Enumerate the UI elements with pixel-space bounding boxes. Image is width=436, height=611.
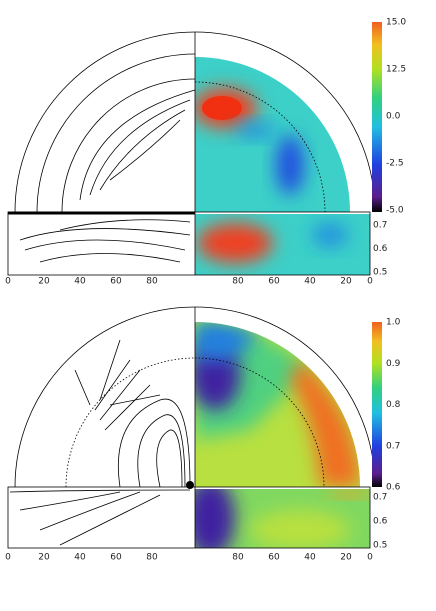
x-tick-label: 60 [110,553,122,563]
radius-tick-label: 0.5 [373,268,387,278]
colorbar-tick-label: 0.0 [386,112,401,122]
radius-tick-label: 0.5 [373,541,387,551]
x-tick-label: 0 [367,553,373,563]
panel-bottom [7,306,376,549]
x-tick-label: 80 [146,553,158,563]
x-tick-label: 20 [38,553,50,563]
colorbar-tick-label: 1.0 [386,318,401,328]
colorbar-tick-label: 0.6 [386,483,401,493]
colorbar-tick-label: 15.0 [386,18,406,28]
colorbar [372,22,382,212]
x-tick-label: 80 [232,553,244,563]
x-tick-label: 60 [110,277,122,287]
colorbar-tick-label: 0.9 [386,359,401,369]
colorbar-tick-label: -5.0 [386,206,404,216]
radius-tick-label: 0.7 [373,221,387,231]
radius-tick-label: 0.6 [373,517,388,527]
x-tick-label: 60 [268,553,280,563]
colorbar-tick-label: -2.5 [386,159,404,169]
x-tick-label: 0 [5,553,11,563]
x-tick-label: 0 [367,277,373,287]
x-tick-label: 0 [5,277,11,287]
x-tick-label: 20 [340,553,352,563]
colorbar-tick-label: 12.5 [386,65,406,75]
radius-tick-label: 0.7 [373,493,387,503]
x-tick-label: 60 [268,277,280,287]
x-tick-label: 40 [304,553,316,563]
x-tick-label: 40 [74,553,86,563]
colorbar-tick-label: 0.8 [386,400,401,410]
radius-tick-label: 0.6 [373,244,388,254]
x-tick-label: 80 [146,277,158,287]
colorbar-tick-label: 0.7 [386,441,400,451]
colorbar [372,322,382,487]
panel-top [7,31,376,276]
x-tick-label: 20 [38,277,50,287]
x-tick-label: 80 [232,277,244,287]
x-tick-label: 20 [340,277,352,287]
x-tick-label: 40 [74,277,86,287]
x-tick-label: 40 [304,277,316,287]
